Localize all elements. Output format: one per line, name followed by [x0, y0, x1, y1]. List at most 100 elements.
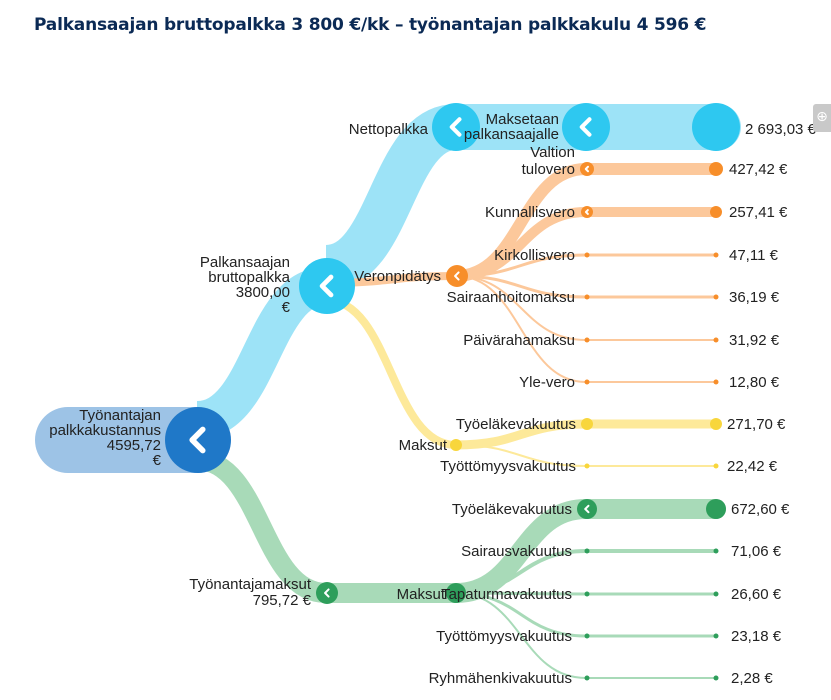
employer-contrib-item-value: 2,28 €	[731, 670, 773, 687]
tax-item-value: 12,80 €	[729, 374, 780, 391]
flow-gross-to-employee-contrib	[325, 296, 457, 449]
tax-end-node-2	[713, 252, 719, 258]
employer-contrib-node	[446, 583, 466, 603]
employer-contrib-end-node-4	[713, 675, 719, 681]
node-label-employer-contrib: Maksut	[397, 586, 446, 603]
tax-item-label: tulovero	[522, 161, 575, 178]
chevron-left-icon	[449, 117, 462, 137]
employer-contrib-end-node-0	[706, 499, 726, 519]
tax-end-node-4	[713, 337, 719, 343]
page-title: Palkansaajan bruttopalkka 3 800 €/kk – t…	[34, 15, 707, 35]
flow-employer-contrib-1	[455, 549, 587, 595]
flow-employee-contrib-1	[455, 444, 587, 467]
employee-contrib-node	[450, 439, 462, 451]
flow-bands	[35, 104, 741, 679]
node-label-paid-out: palkansaajalle	[464, 126, 559, 143]
employer-contrib-item-label: Työeläkevakuutus	[452, 501, 572, 518]
node-label-paid-out: Maksetaan	[486, 111, 559, 128]
employer-contrib-item-label: Työttömyysvakuutus	[436, 628, 572, 645]
node-label-gross: €	[282, 299, 291, 316]
tax-item-value: 257,41 €	[729, 204, 788, 221]
employer-contrib-item-value: 672,60 €	[731, 501, 790, 518]
chevron-left-icon	[579, 117, 592, 137]
tax-item-label: Yle-vero	[519, 374, 575, 391]
employee-contrib-item-label: Työttömyysvakuutus	[440, 458, 576, 475]
flow-withholding-to-tax-2	[455, 253, 587, 278]
flow-gross-to-net	[323, 104, 459, 291]
employee-contrib-item-value: 271,70 €	[727, 416, 786, 433]
tax-item-node-0[interactable]	[580, 162, 594, 176]
flow-nodes	[165, 103, 740, 681]
employee-contrib-item-node-0	[581, 418, 593, 430]
flow-labels: Työnantajanpalkkakustannus4595,72€Palkan…	[49, 111, 816, 687]
tax-end-node-3	[713, 294, 719, 300]
chevron-left-icon	[584, 165, 590, 173]
flow-withholding-to-tax-1	[455, 207, 587, 281]
value-paid-out: 2 693,03 €	[745, 121, 817, 138]
chevron-left-icon	[584, 504, 590, 514]
flow-employer-contrib-3	[455, 591, 587, 638]
tax-item-node-4	[584, 337, 590, 343]
employee-contrib-item-node-1	[584, 463, 590, 469]
flow-employee-contrib-0	[455, 419, 587, 450]
chevron-left-icon	[454, 271, 460, 281]
node-label-employer-payments: Työnantajamaksut	[189, 576, 312, 593]
employer-contrib-item-label: Ryhmähenkivakuutus	[429, 670, 572, 687]
tax-item-label: Kirkollisvero	[494, 247, 575, 264]
node-label-employee-contrib: Maksut	[399, 437, 448, 454]
employee-contrib-end-node-1	[713, 463, 719, 469]
employer-contrib-item-node-0[interactable]	[577, 499, 597, 519]
flow-employer-contrib-4	[455, 592, 587, 679]
tax-item-value: 31,92 €	[729, 332, 780, 349]
node-label-employer-cost: Työnantajan	[79, 407, 161, 424]
node-label-employer-cost: palkkakustannus	[49, 422, 161, 439]
employer-contrib-end-node-3	[713, 633, 719, 639]
employer-contrib-end-node-2	[713, 591, 719, 597]
zoom-in-icon[interactable]: ⊕	[813, 104, 831, 132]
employer-contrib-item-label: Sairausvakuutus	[461, 543, 572, 560]
paid-out-node[interactable]	[562, 103, 610, 151]
gross-salary-node[interactable]	[299, 258, 355, 314]
node-label-net: Nettopalkka	[349, 121, 429, 138]
employer-contrib-item-node-2	[584, 591, 590, 597]
tax-item-label: Kunnallisvero	[485, 204, 575, 221]
employer-contrib-item-node-4	[584, 675, 590, 681]
node-label-withholding: Veronpidätys	[354, 268, 441, 285]
chevron-left-icon	[324, 588, 330, 598]
node-label-employer-payments: 795,72 €	[253, 592, 312, 609]
chevron-left-icon	[584, 209, 589, 215]
paid-out-end-node	[692, 103, 740, 151]
employer-payments-node[interactable]	[316, 582, 338, 604]
employer-contrib-item-node-3	[584, 633, 590, 639]
tax-end-node-5	[713, 379, 719, 385]
withholding-node[interactable]	[446, 265, 468, 287]
tax-item-value: 36,19 €	[729, 289, 780, 306]
flow-withholding-to-tax-5	[455, 275, 587, 383]
employer-contrib-item-value: 23,18 €	[731, 628, 782, 645]
net-salary-node[interactable]	[432, 103, 480, 151]
flow-withholding-to-tax-4	[455, 275, 587, 341]
employee-contrib-item-value: 22,42 €	[727, 458, 778, 475]
employer-contrib-item-label: Tapaturmavakuutus	[441, 586, 572, 603]
tax-item-node-1[interactable]	[581, 206, 593, 218]
tax-item-value: 427,42 €	[729, 161, 788, 178]
employer-contrib-item-value: 71,06 €	[731, 543, 782, 560]
node-label-gross: Palkansaajan	[200, 254, 290, 271]
flow-root-to-employer-payments	[195, 450, 328, 603]
tax-item-node-3	[584, 294, 590, 300]
flow-root-to-gross	[194, 267, 329, 439]
chevron-left-icon	[189, 426, 206, 454]
node-label-gross: 3800,00	[236, 284, 290, 301]
tax-end-node-0	[709, 162, 723, 176]
tax-item-value: 47,11 €	[729, 247, 779, 264]
node-label-gross: bruttopalkka	[208, 269, 290, 286]
node-label-employer-cost: 4595,72	[107, 437, 161, 454]
employee-contrib-end-node-0	[710, 418, 722, 430]
flow-withholding-to-tax-3	[455, 274, 587, 299]
tax-item-label: Sairaanhoitomaksu	[447, 289, 575, 306]
tax-item-node-2	[584, 252, 590, 258]
node-label-employer-cost: €	[153, 452, 162, 469]
employer-contrib-end-node-1	[713, 548, 719, 554]
tax-item-label: Valtion	[530, 144, 575, 161]
employer-cost-node[interactable]	[165, 407, 231, 473]
